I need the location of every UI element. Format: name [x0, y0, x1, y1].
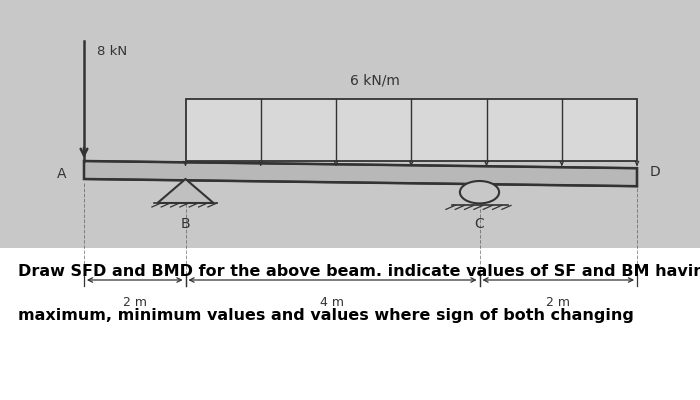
- Polygon shape: [84, 161, 637, 186]
- Text: 2 m: 2 m: [546, 296, 570, 309]
- Text: maximum, minimum values and values where sign of both changing: maximum, minimum values and values where…: [18, 308, 634, 323]
- Text: A: A: [57, 167, 66, 181]
- Text: 4 m: 4 m: [321, 296, 344, 309]
- Polygon shape: [158, 179, 214, 203]
- Text: Draw SFD and BMD for the above beam. indicate values of SF and BM having: Draw SFD and BMD for the above beam. ind…: [18, 264, 700, 279]
- Text: B: B: [181, 217, 190, 231]
- Text: 8 kN: 8 kN: [97, 45, 127, 58]
- Circle shape: [460, 181, 499, 203]
- Text: 6 kN/m: 6 kN/m: [350, 73, 400, 87]
- Bar: [0, 248, 700, 400]
- Text: 2 m: 2 m: [122, 296, 147, 309]
- Text: C: C: [475, 218, 484, 231]
- Text: D: D: [650, 165, 660, 179]
- Bar: [186, 99, 637, 161]
